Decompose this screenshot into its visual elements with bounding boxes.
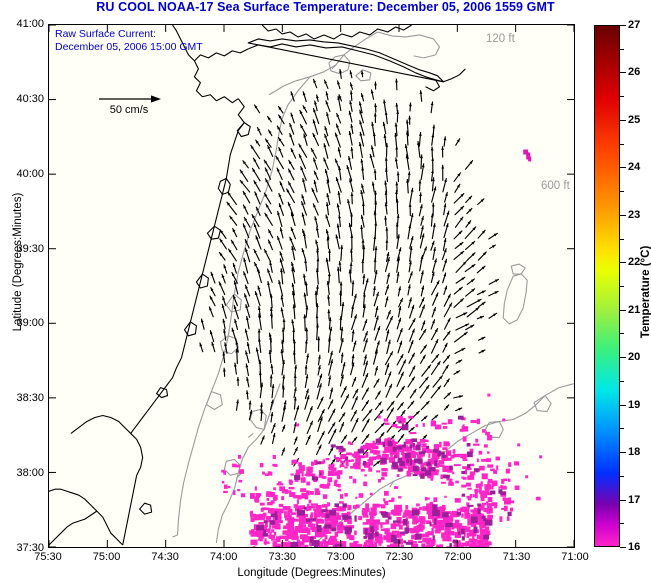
y-tick-label: 40:00: [16, 167, 44, 180]
colorbar-minor-tick: [620, 238, 624, 240]
x-tick-label: 71:00: [561, 551, 589, 563]
surface-current-vectors: [199, 68, 500, 469]
y-tick-label: 41:00: [16, 18, 44, 30]
colorbar-minor-tick: [620, 96, 624, 98]
current-annotation-line2: December 05, 2006 15:00 GMT: [55, 40, 203, 53]
map-graphics: [49, 25, 574, 547]
colorbar-tick: [620, 357, 626, 359]
x-tick-label: 71:30: [502, 551, 531, 563]
x-tick-label: 72:00: [444, 551, 472, 563]
colorbar-tick: [620, 167, 626, 169]
colorbar[interactable]: [594, 25, 620, 547]
y-tick-label: 39:30: [16, 242, 44, 255]
axis-ticks: [49, 25, 574, 547]
colorbar-tick-label: 24: [628, 161, 641, 174]
colorbar-tick-label: 20: [628, 351, 641, 364]
bathymetry-label-600ft: 600 ft: [541, 180, 570, 192]
bathymetry-label-120ft: 120 ft: [486, 33, 515, 45]
colorbar-tick: [620, 309, 626, 311]
colorbar-tick: [620, 214, 626, 216]
colorbar-minor-tick: [620, 475, 624, 477]
colorbar-minor-tick: [620, 48, 624, 50]
scale-bar: 50 cm/s: [93, 93, 165, 116]
colorbar-tick-label: 17: [628, 493, 641, 506]
colorbar-tick-label: 22: [628, 256, 641, 269]
current-annotation-line1: Raw Surface Current:: [55, 28, 156, 40]
scale-arrow-icon: [99, 95, 161, 103]
page-title: RU COOL NOAA-17 Sea Surface Temperature:…: [96, 0, 555, 14]
colorbar-tick: [620, 72, 626, 74]
colorbar-tick: [620, 262, 626, 264]
x-tick-label: 75:00: [92, 551, 121, 563]
map-plot-area[interactable]: Raw Surface Current: December 05, 2006 1…: [48, 24, 575, 548]
x-tick-label: 73:30: [268, 551, 296, 563]
y-tick-label: 38:30: [16, 392, 44, 405]
colorbar-tick: [620, 404, 626, 406]
colorbar-tick-label: 16: [628, 541, 641, 553]
y-axis-label: Latitude (Degrees:Minutes): [12, 192, 24, 332]
colorbar-minor-tick: [620, 143, 624, 145]
x-tick-label: 74:00: [209, 551, 238, 563]
colorbar-tick-label: 27: [628, 19, 641, 31]
colorbar-tick: [620, 499, 626, 501]
colorbar-minor-tick: [620, 428, 624, 430]
colorbar-minor-tick: [620, 523, 624, 525]
colorbar-minor-tick: [620, 191, 624, 193]
y-tick-label: 39:00: [16, 317, 44, 330]
y-tick-label: 40:30: [16, 92, 44, 105]
colorbar-tick-label: 21: [628, 303, 641, 316]
colorbar-tick: [620, 547, 626, 548]
colorbar-minor-tick: [620, 333, 624, 335]
colorbar-tick-label: 25: [628, 113, 641, 126]
y-tick-label: 37:30: [16, 542, 44, 554]
colorbar-tick: [620, 25, 626, 26]
current-annotation: Raw Surface Current: December 05, 2006 1…: [55, 28, 203, 53]
colorbar-tick-label: 26: [628, 66, 641, 79]
colorbar-minor-tick: [620, 286, 624, 287]
colorbar-tick-label: 23: [628, 208, 641, 221]
colorbar-tick-label: 19: [628, 398, 641, 411]
y-tick-label: 38:00: [16, 467, 44, 480]
sst-pixels: [221, 393, 543, 547]
colorbar-gradient: [595, 26, 619, 546]
sst-pixel-shelfbreak: [523, 149, 532, 162]
colorbar-tick: [620, 452, 626, 454]
coastline: [49, 25, 466, 546]
colorbar-tick: [620, 119, 626, 121]
colorbar-title: Temperature (°C): [640, 245, 651, 339]
sst-pixels-purple: [256, 415, 512, 547]
x-axis-label: Longitude (Degrees:Minutes): [237, 567, 386, 579]
x-tick-label: 73:00: [327, 551, 355, 563]
scale-bar-label: 50 cm/s: [109, 104, 149, 116]
x-tick-label: 74:30: [151, 551, 179, 563]
x-tick-label: 75:30: [34, 551, 62, 563]
colorbar-tick-label: 18: [628, 446, 641, 459]
colorbar-minor-tick: [620, 380, 624, 382]
x-tick-label: 72:30: [385, 551, 414, 563]
